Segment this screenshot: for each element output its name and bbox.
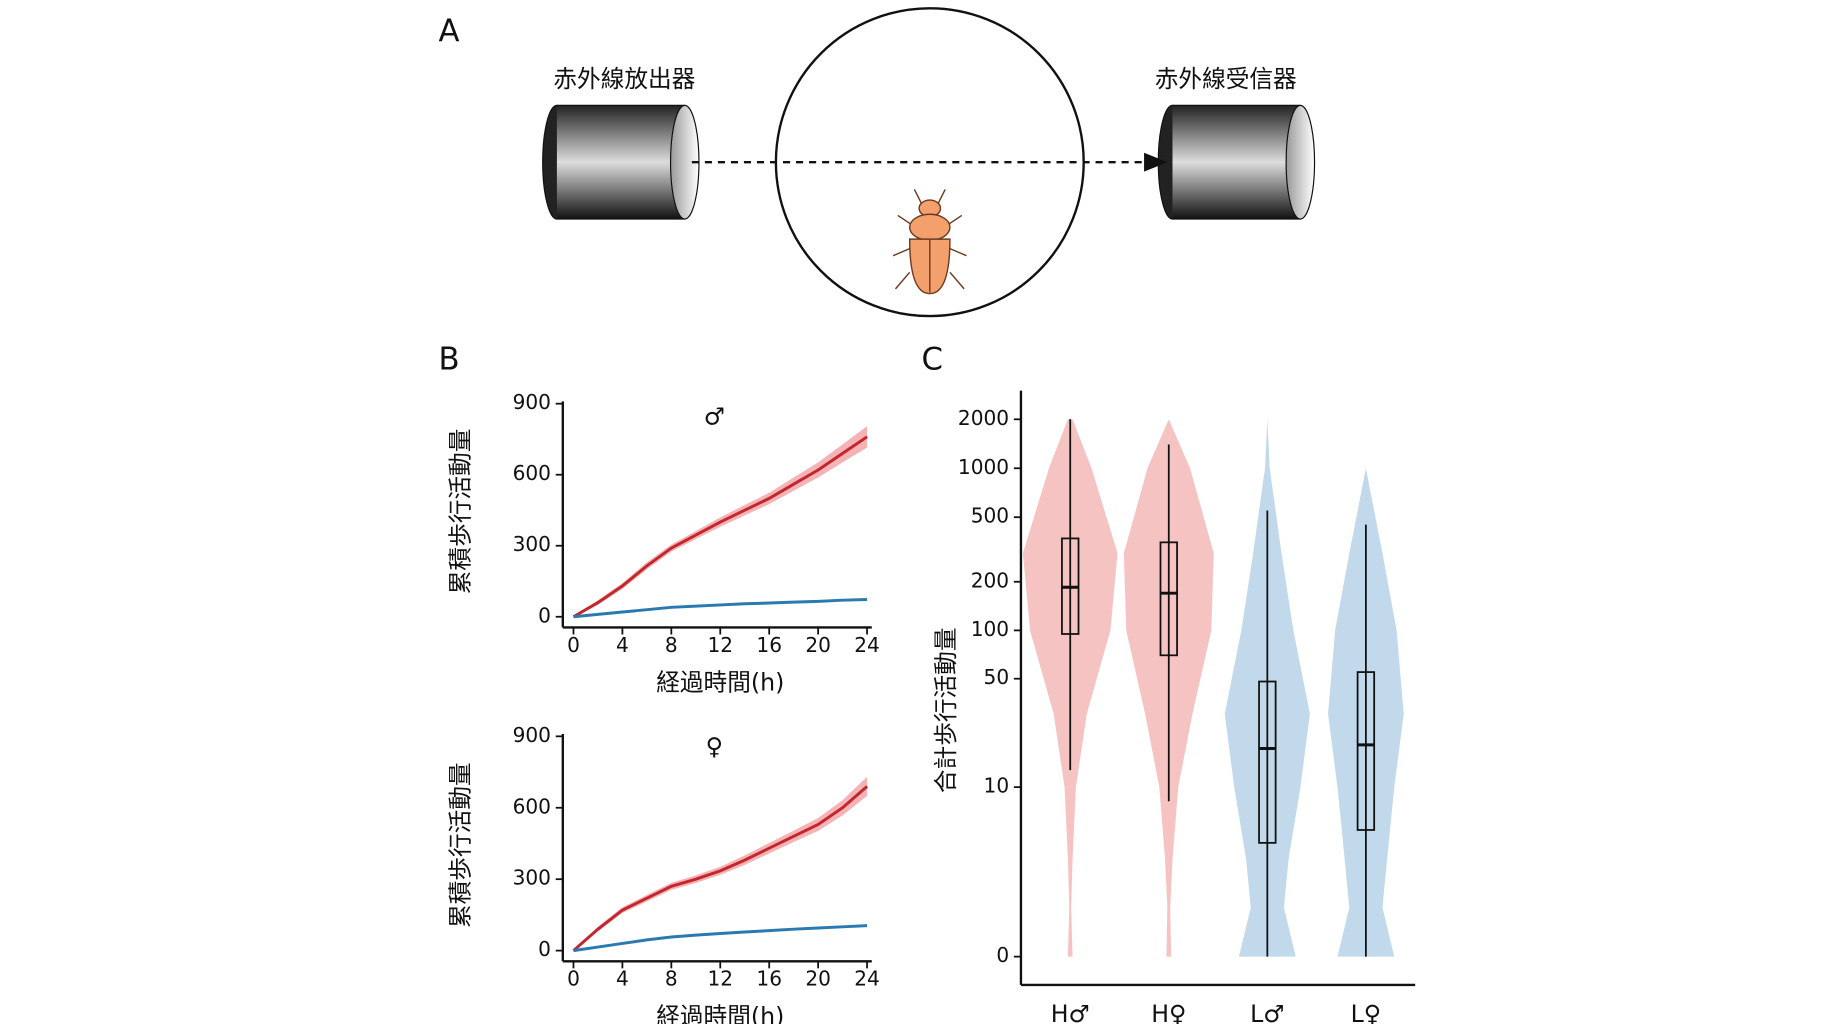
emitter-label: 赤外線放出器 (553, 65, 695, 93)
x-tick-label: 24 (854, 967, 880, 991)
x-tick-label: 20 (805, 633, 831, 657)
x-tick-label: 12 (707, 633, 733, 657)
y-tick-label: 600 (513, 461, 551, 485)
x-tick-label: 8 (665, 967, 678, 991)
annotation: ♂ (704, 402, 725, 430)
y-tick-label: 900 (513, 390, 551, 414)
x-tick-label: L♀ (1351, 1000, 1382, 1024)
x-tick-label: 20 (805, 967, 831, 991)
emitter (542, 104, 700, 220)
x-tick-label: 4 (616, 633, 629, 657)
x-tick-label: L♂ (1250, 1000, 1284, 1024)
x-tick-label: 4 (616, 967, 629, 991)
y-tick-label: 0 (538, 937, 551, 961)
y-tick-label: 10 (984, 774, 1010, 798)
box (1356, 671, 1376, 831)
panels-bc: B 累積歩行活動量 0 300 600 900 0 4 8 12 16 20 24 ♂ 経過時間(h) 累積歩… (439, 342, 1416, 1024)
x-tick-label: H♀ (1151, 1000, 1186, 1024)
y-axis-title: 累積歩行活動量 (447, 429, 475, 595)
panel-a: A 赤外線放出器 赤外線受信器 (439, 7, 1316, 318)
receiver-label: 赤外線受信器 (1155, 65, 1297, 93)
y-tick-label: 300 (513, 532, 551, 556)
panel-label: A (439, 14, 460, 50)
y-tick-label: 0 (538, 603, 551, 627)
x-axis-title: 経過時間(h) (656, 1003, 784, 1024)
y-tick-label: 100 (971, 617, 1009, 641)
y-tick-label: 50 (984, 665, 1010, 689)
series-line (572, 435, 868, 619)
y-tick-label: 0 (996, 943, 1009, 967)
series-line (572, 785, 869, 952)
y-tick-label: 300 (513, 866, 551, 890)
confidence-band (573, 776, 868, 951)
annotation: ♀ (706, 733, 723, 761)
receiver (1157, 104, 1316, 220)
y-tick-label: 200 (971, 568, 1009, 592)
x-tick-label: 24 (854, 633, 880, 657)
x-tick-label: 16 (756, 967, 782, 991)
beetle (892, 189, 967, 295)
x-tick-label: H♂ (1051, 1000, 1090, 1024)
box (1159, 541, 1178, 657)
x-tick-label: 16 (756, 633, 782, 657)
y-axis-title: 累積歩行活動量 (447, 762, 475, 928)
x-axis-title: 経過時間(h) (656, 669, 784, 697)
panel-label: C (922, 342, 943, 378)
x-tick-label: 0 (567, 967, 580, 991)
y-tick-label: 2000 (958, 406, 1009, 430)
y-tick-label: 900 (513, 723, 551, 747)
box (1258, 680, 1277, 844)
panel-label: B (439, 342, 460, 378)
y-axis-title: 合計歩行活動量 (932, 627, 960, 793)
y-tick-label: 1000 (958, 455, 1009, 479)
y-tick-label: 600 (513, 794, 551, 818)
x-tick-label: 0 (567, 633, 580, 657)
y-tick-label: 500 (971, 504, 1009, 528)
x-tick-label: 8 (665, 633, 678, 657)
series-line (573, 924, 868, 953)
x-tick-label: 12 (707, 967, 733, 991)
series-line (573, 598, 868, 619)
